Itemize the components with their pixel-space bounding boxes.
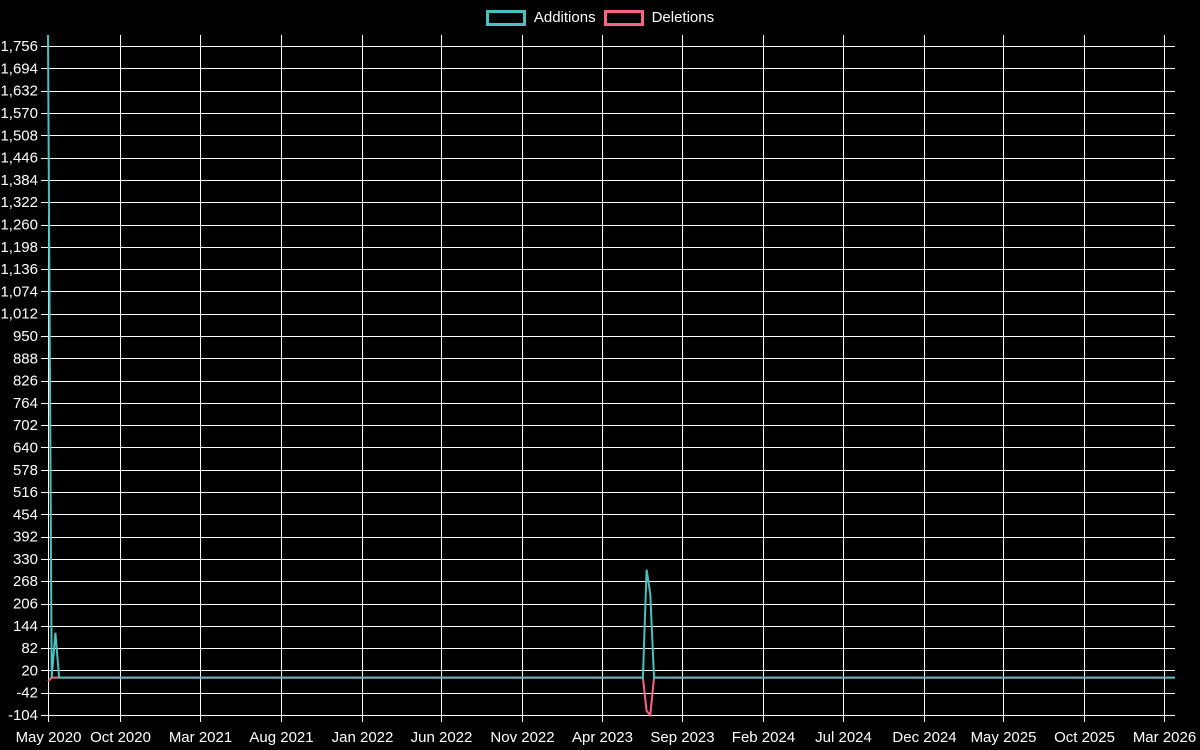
y-tick-label: -42 (16, 685, 38, 702)
x-tick-label: Jun 2022 (411, 729, 473, 746)
y-tick-label: -104 (8, 707, 38, 724)
y-tick-label: 20 (21, 662, 38, 679)
x-tick-label: Jan 2022 (332, 729, 394, 746)
legend-label-additions: Additions (533, 9, 596, 26)
legend-item-additions[interactable]: Additions (485, 9, 596, 26)
y-tick-label: 454 (13, 506, 38, 523)
y-tick-label: 82 (21, 640, 38, 657)
x-tick-label: May 2020 (16, 729, 82, 746)
y-tick-label: 1,446 (0, 150, 38, 167)
legend-label-deletions: Deletions (651, 9, 715, 26)
y-tick-label: 888 (13, 350, 38, 367)
y-tick-label: 1,384 (0, 172, 38, 189)
x-tick-label: Nov 2022 (490, 729, 554, 746)
y-tick-label: 1,198 (0, 239, 38, 256)
y-tick-label: 392 (13, 529, 38, 546)
series-line-additions (47, 34, 1175, 679)
x-tick-label: Sep 2023 (650, 729, 714, 746)
y-tick-label: 268 (13, 573, 38, 590)
x-tick-label: Mar 2021 (169, 729, 232, 746)
x-tick-label: Oct 2020 (90, 729, 151, 746)
y-tick-label: 702 (13, 417, 38, 434)
legend-item-deletions[interactable]: Deletions (603, 9, 715, 26)
y-tick-label: 330 (13, 551, 38, 568)
y-tick-label: 206 (13, 596, 38, 613)
y-tick-label: 516 (13, 484, 38, 501)
x-tick-label: Feb 2024 (732, 729, 795, 746)
y-tick-label: 1,322 (0, 194, 38, 211)
y-tick-label: 1,136 (0, 261, 38, 278)
chart-legend: Additions Deletions (0, 9, 1200, 27)
additions-swatch-icon (485, 10, 526, 26)
gridlines (41, 35, 1175, 722)
y-tick-label: 764 (13, 395, 38, 412)
y-tick-label: 578 (13, 462, 38, 479)
y-tick-label: 1,632 (0, 83, 38, 100)
x-tick-label: Mar 2026 (1133, 729, 1196, 746)
x-tick-label: May 2025 (971, 729, 1037, 746)
deletions-swatch-icon (603, 10, 644, 26)
x-tick-label: Dec 2024 (892, 729, 956, 746)
y-tick-label: 950 (13, 328, 38, 345)
y-tick-label: 144 (13, 618, 38, 635)
y-tick-label: 1,074 (0, 283, 38, 300)
y-tick-label: 1,508 (0, 127, 38, 144)
x-tick-label: Aug 2021 (249, 729, 313, 746)
y-tick-label: 1,570 (0, 105, 38, 122)
y-tick-label: 1,694 (0, 60, 38, 77)
y-tick-label: 1,012 (0, 306, 38, 323)
y-tick-label: 1,756 (0, 38, 38, 55)
y-tick-label: 826 (13, 373, 38, 390)
y-tick-label: 640 (13, 439, 38, 456)
y-tick-label: 1,260 (0, 217, 38, 234)
x-tick-label: Apr 2023 (572, 729, 633, 746)
x-tick-label: Jul 2024 (815, 729, 872, 746)
x-tick-label: Oct 2025 (1054, 729, 1115, 746)
